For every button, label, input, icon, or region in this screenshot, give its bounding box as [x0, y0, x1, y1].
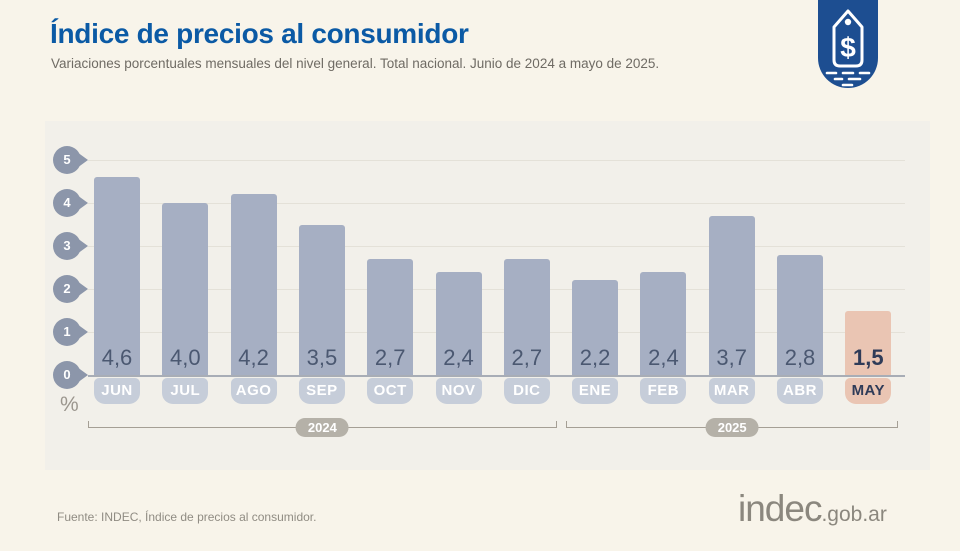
bar-sep: 3,5: [298, 224, 345, 375]
bar-value-label: 2,7: [374, 344, 406, 370]
bar-value-label: 2,2: [579, 344, 611, 370]
month-label-jul: JUL: [162, 378, 209, 404]
bar-mar: 3,7: [708, 215, 755, 375]
month-label-nov: NOV: [435, 378, 482, 404]
y-axis-unit-label: %: [60, 393, 79, 416]
page-title: Índice de precios al consumidor: [50, 18, 469, 49]
bar-nov: 2,4: [435, 271, 482, 375]
bar-feb: 2,4: [640, 271, 687, 375]
gridline-5: [88, 160, 905, 161]
gridline-3: [88, 246, 905, 247]
bar-jun: 4,6: [94, 177, 140, 375]
year-pill-2024: 2024: [295, 418, 349, 437]
month-label-dic: DIC: [503, 378, 550, 404]
y-axis-tick-4: 4: [53, 189, 88, 217]
year-pill-2025: 2025: [705, 418, 759, 437]
y-axis-tick-2: 2: [53, 275, 88, 303]
month-label-oct: OCT: [367, 378, 414, 404]
gridline-1: [88, 332, 905, 333]
bar-ago: 4,2: [230, 194, 277, 375]
y-axis-tick-3: 3: [53, 232, 88, 260]
logo-main-text: indec: [738, 488, 822, 529]
bar-value-label: 4,2: [238, 344, 269, 370]
bar-may: 1,5: [845, 310, 892, 375]
year-bracket-2025: 2025: [566, 418, 899, 437]
month-label-ago: AGO: [230, 378, 277, 404]
y-axis-tick-0: 0: [53, 361, 88, 389]
bar-value-label: 4,0: [170, 345, 201, 370]
y-axis-tick-5: 5: [53, 146, 88, 174]
y-axis-tick-1: 1: [53, 318, 88, 346]
logo-suffix-text: .gob.ar: [821, 503, 887, 526]
bar-ene: 2,2: [572, 280, 619, 375]
month-label-mar: MAR: [708, 378, 755, 404]
bar-abr: 2,8: [777, 254, 823, 375]
bar-value-label: 3,7: [716, 344, 747, 370]
gridline-2: [88, 289, 905, 290]
month-label-ene: ENE: [572, 378, 619, 404]
bar-value-label: 2,4: [443, 344, 474, 370]
month-label-jun: JUN: [94, 378, 140, 404]
dollar-symbol: $: [840, 32, 856, 63]
bar-oct: 2,7: [367, 258, 414, 375]
month-label-sep: SEP: [298, 378, 345, 404]
month-label-abr: ABR: [777, 378, 823, 404]
x-axis-line: [88, 375, 905, 377]
chart-panel: % 0 1 2 3 4 5 4,6 JUN 4,0 JUL 4,2 AGO 3,5 SEP 2,7 OCT 2,…: [45, 121, 930, 470]
bar-value-label: 3,5: [306, 345, 338, 370]
page-subtitle: Variaciones porcentuales mensuales del n…: [51, 56, 660, 71]
bar-value-label: 2,7: [511, 344, 543, 370]
bar-value-label: 2,4: [648, 344, 679, 370]
gridline-4: [88, 203, 905, 204]
bar-value-label: 1,5: [853, 345, 884, 370]
price-tag-badge: $: [818, 0, 878, 88]
bar-jul: 4,0: [162, 203, 209, 375]
bar-dic: 2,7: [503, 258, 550, 375]
price-tag-icon: $: [825, 9, 871, 87]
bar-value-label: 2,8: [784, 344, 816, 370]
year-bracket-2024: 2024: [88, 418, 557, 437]
source-note: Fuente: INDEC, Índice de precios al cons…: [57, 510, 317, 524]
bar-value-label: 4,6: [101, 344, 133, 370]
indec-logo: indec.gob.ar: [738, 488, 887, 530]
month-label-may: MAY: [845, 378, 892, 404]
month-label-feb: FEB: [640, 378, 687, 404]
